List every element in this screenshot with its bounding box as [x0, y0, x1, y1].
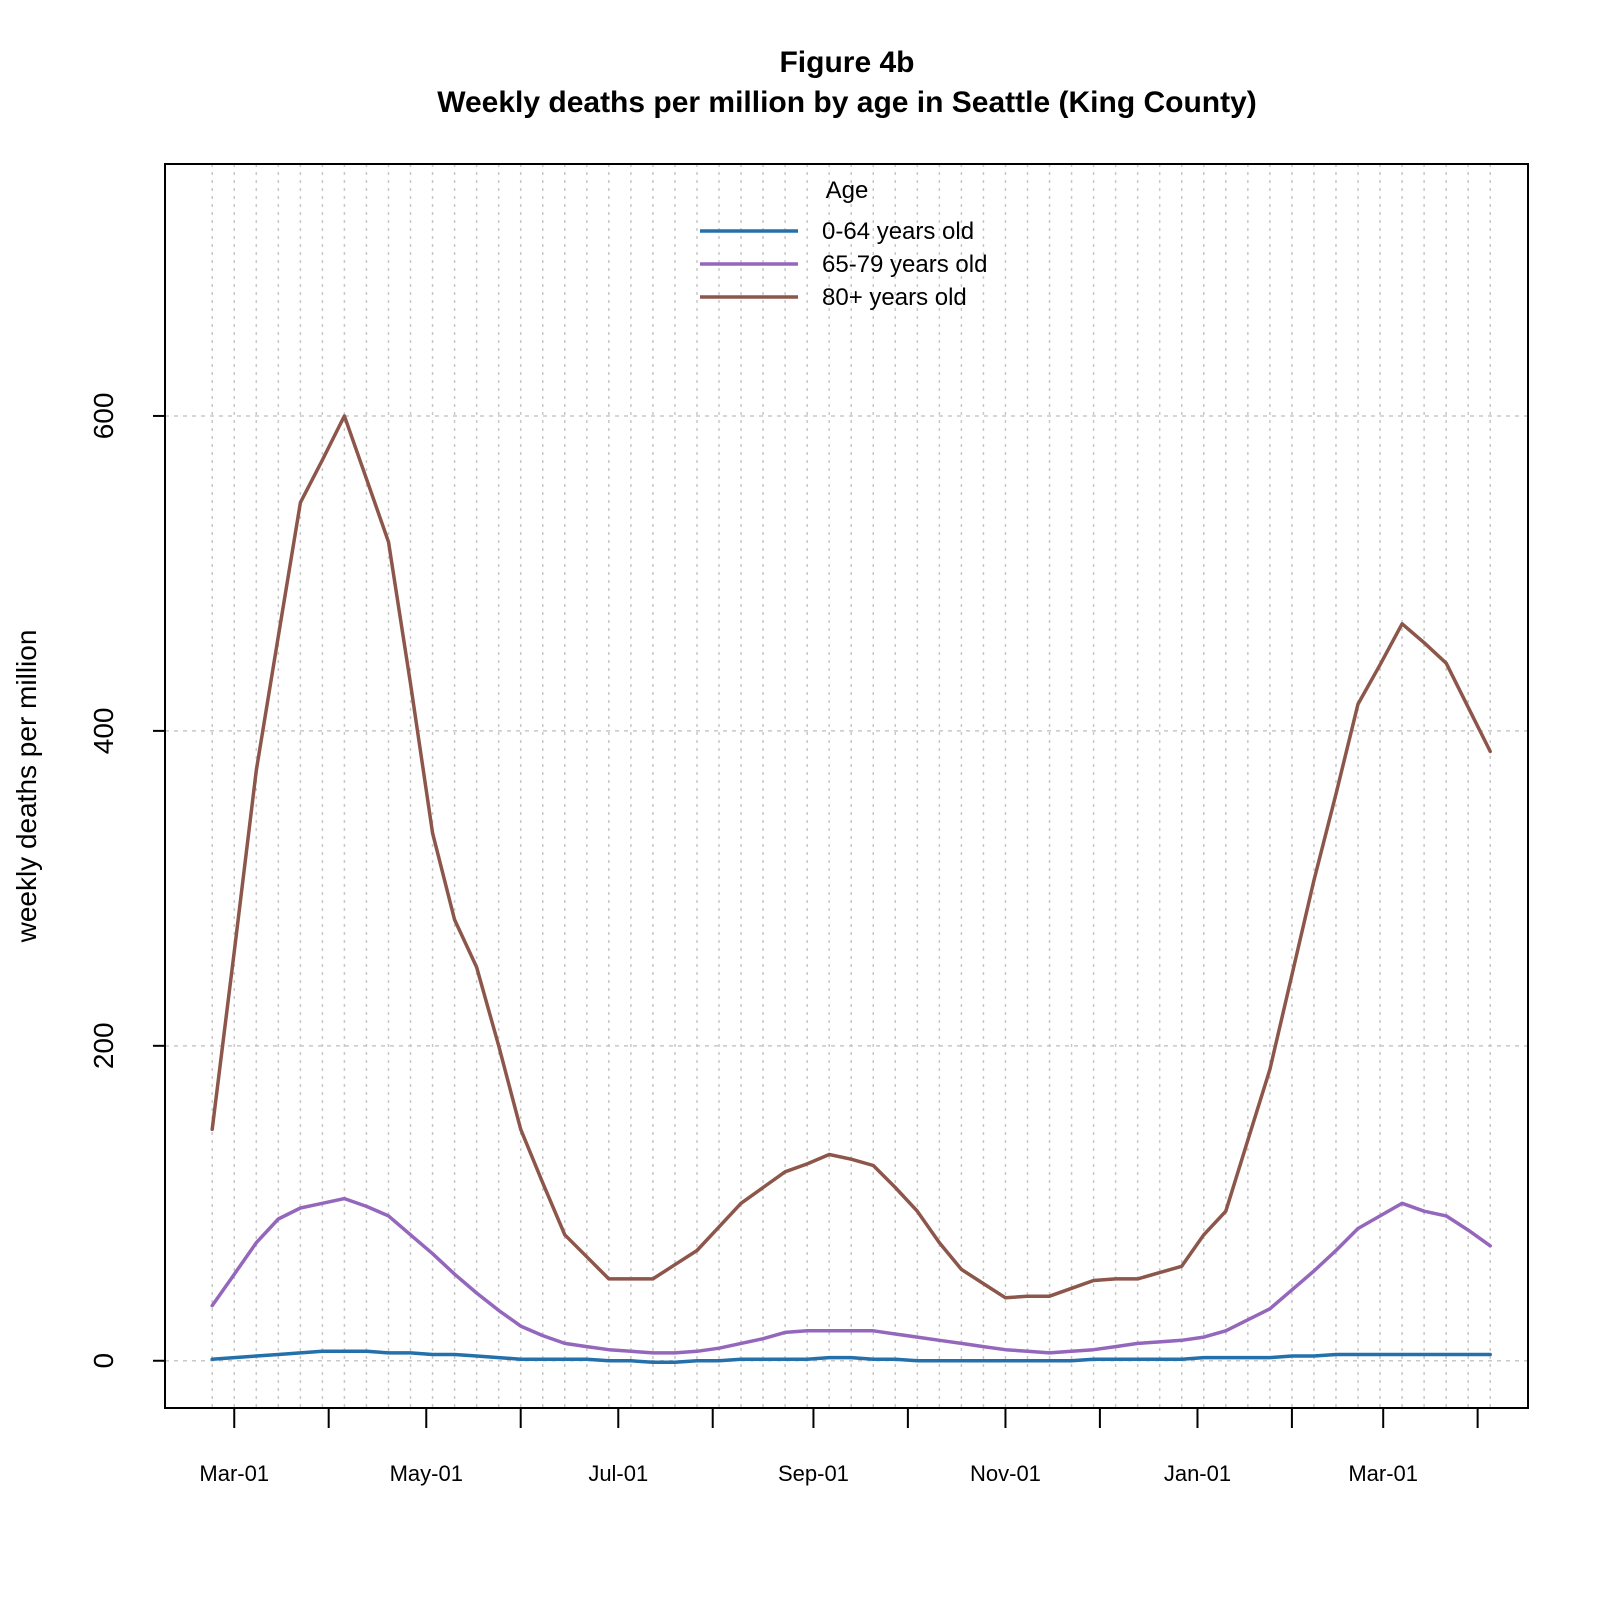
chart-subtitle: Weekly deaths per million by age in Seat… [437, 86, 1257, 119]
legend: Age 0-64 years old 65-79 years old 80+ year… [700, 177, 987, 311]
x-tick-label: Mar-01 [199, 1461, 269, 1486]
y-tick-label: 400 [88, 708, 119, 755]
x-tick-label: Mar-01 [1348, 1461, 1418, 1486]
series-line [210, 1196, 1492, 1355]
x-tick-label: Jul-01 [588, 1461, 648, 1486]
x-tick-label: Sep-01 [778, 1461, 849, 1486]
y-tick-label: 600 [88, 393, 119, 440]
plot-frame [164, 163, 1529, 1409]
x-tick-label: Jan-01 [1164, 1461, 1231, 1486]
grid-layer [165, 164, 1528, 1408]
legend-title: Age [826, 177, 869, 204]
series-layer [210, 414, 1492, 1365]
x-tick-label: Nov-01 [970, 1461, 1041, 1486]
series-line [210, 414, 1492, 1300]
y-tick-label: 200 [88, 1022, 119, 1069]
legend-label: 0-64 years old [822, 218, 974, 245]
x-tick-label: May-01 [390, 1461, 463, 1486]
legend-label: 80+ years old [822, 284, 967, 311]
y-axis-label: weekly deaths per million [11, 630, 42, 944]
legend-label: 65-79 years old [822, 251, 987, 278]
series-line [210, 1349, 1492, 1365]
chart-title: Figure 4b [779, 46, 914, 79]
y-tick-label: 0 [88, 1353, 119, 1369]
axis-layer: 0 200 400 600 Mar-01 May-01 Jul-01 Sep-01 Nov-01… [88, 393, 1479, 1486]
